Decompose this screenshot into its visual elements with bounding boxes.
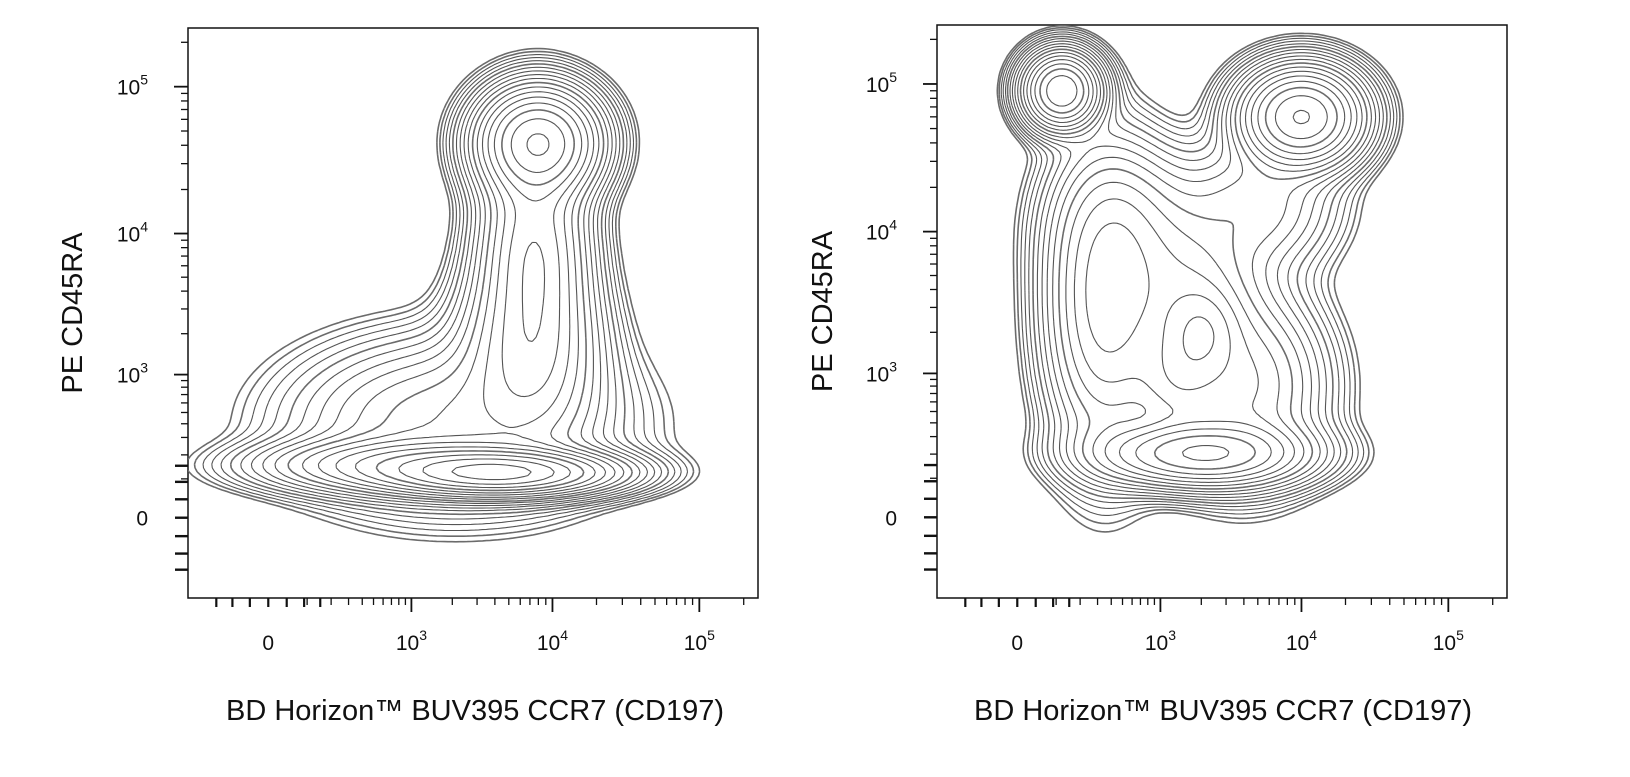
contour-level: [1014, 43, 1377, 496]
x-tick-label: 103: [396, 627, 427, 655]
x-axis-title: BD Horizon™ BUV395 CCR7 (CD197): [226, 695, 724, 727]
y-tick-label: 104: [866, 217, 897, 245]
contour-level: [1011, 40, 1381, 499]
x-tick-label: 0: [262, 632, 274, 655]
contour-level: [229, 63, 670, 516]
contour-level: [188, 47, 701, 543]
x-axis-title: BD Horizon™ BUV395 CCR7 (CD197): [974, 695, 1472, 727]
contour-level: [211, 57, 682, 526]
contour-level: [451, 463, 532, 481]
x-tick-label: 104: [537, 627, 568, 655]
x-tick-label: 105: [1433, 627, 1464, 655]
contour-level: [1292, 109, 1311, 125]
contour-level: [1046, 75, 1328, 461]
contour-level: [274, 77, 641, 504]
x-tick-label: 104: [1286, 627, 1317, 655]
x-axis: 0 103 104 105: [964, 598, 1494, 655]
left-contour-panel: 0 103 104 105 0 103 104 105 BD Horizon™ BUV395 C…: [57, 27, 759, 727]
contour-level: [1039, 68, 1338, 470]
right-contour-panel: 0 103 104 105 0 103 104 105 BD Horizon™ BUV395 C…: [807, 24, 1508, 727]
y-tick-label: 0: [885, 507, 897, 530]
x-tick-label: 103: [1145, 627, 1176, 655]
y-axis-title: PE CD45RA: [807, 230, 839, 392]
contour-level: [1002, 31, 1395, 511]
contour-level: [301, 86, 625, 500]
contour-level: [398, 118, 572, 489]
contour-level: [996, 25, 1404, 533]
x-tick-label: 105: [684, 627, 715, 655]
contour-level: [240, 66, 663, 512]
y-tick-label: 103: [117, 360, 148, 388]
contour-level: [1006, 35, 1388, 505]
contour-level: [220, 60, 676, 520]
contour-level: [335, 96, 607, 496]
x-tick-label: 0: [1011, 632, 1023, 655]
contour-level: [1004, 33, 1391, 508]
y-tick-label: 104: [117, 219, 148, 247]
contour-level: [1026, 55, 1358, 483]
y-axis: 0 103 104 105: [866, 38, 937, 571]
contour-level: [422, 133, 555, 485]
contour-level: [1000, 29, 1398, 516]
contour-level: [1023, 51, 1363, 487]
contour-level: [1017, 45, 1372, 493]
contour-level: [1030, 59, 1352, 480]
contour-level: [1019, 48, 1368, 490]
y-axis-title: PE CD45RA: [57, 232, 89, 394]
plot-frame: [187, 27, 759, 599]
contour-level: [317, 91, 616, 498]
y-tick-label: 105: [117, 72, 148, 100]
contour-lines: [188, 47, 701, 543]
contour-level: [375, 109, 585, 492]
y-axis: 0 103 104 105: [117, 41, 188, 571]
y-tick-label: 0: [136, 508, 148, 531]
contour-level: [354, 102, 596, 494]
contour-level: [250, 70, 656, 509]
contour-lines: [996, 25, 1404, 533]
y-tick-label: 105: [866, 69, 897, 97]
x-axis: 0 103 104 105: [215, 598, 745, 655]
contour-level: [1009, 38, 1384, 501]
contour-level: [998, 26, 1401, 525]
contour-level: [1034, 63, 1346, 475]
contour-level: [287, 81, 633, 503]
y-tick-label: 103: [866, 358, 897, 386]
contour-level: [193, 50, 695, 537]
contour-level: [262, 74, 649, 507]
contour-level: [202, 54, 689, 532]
